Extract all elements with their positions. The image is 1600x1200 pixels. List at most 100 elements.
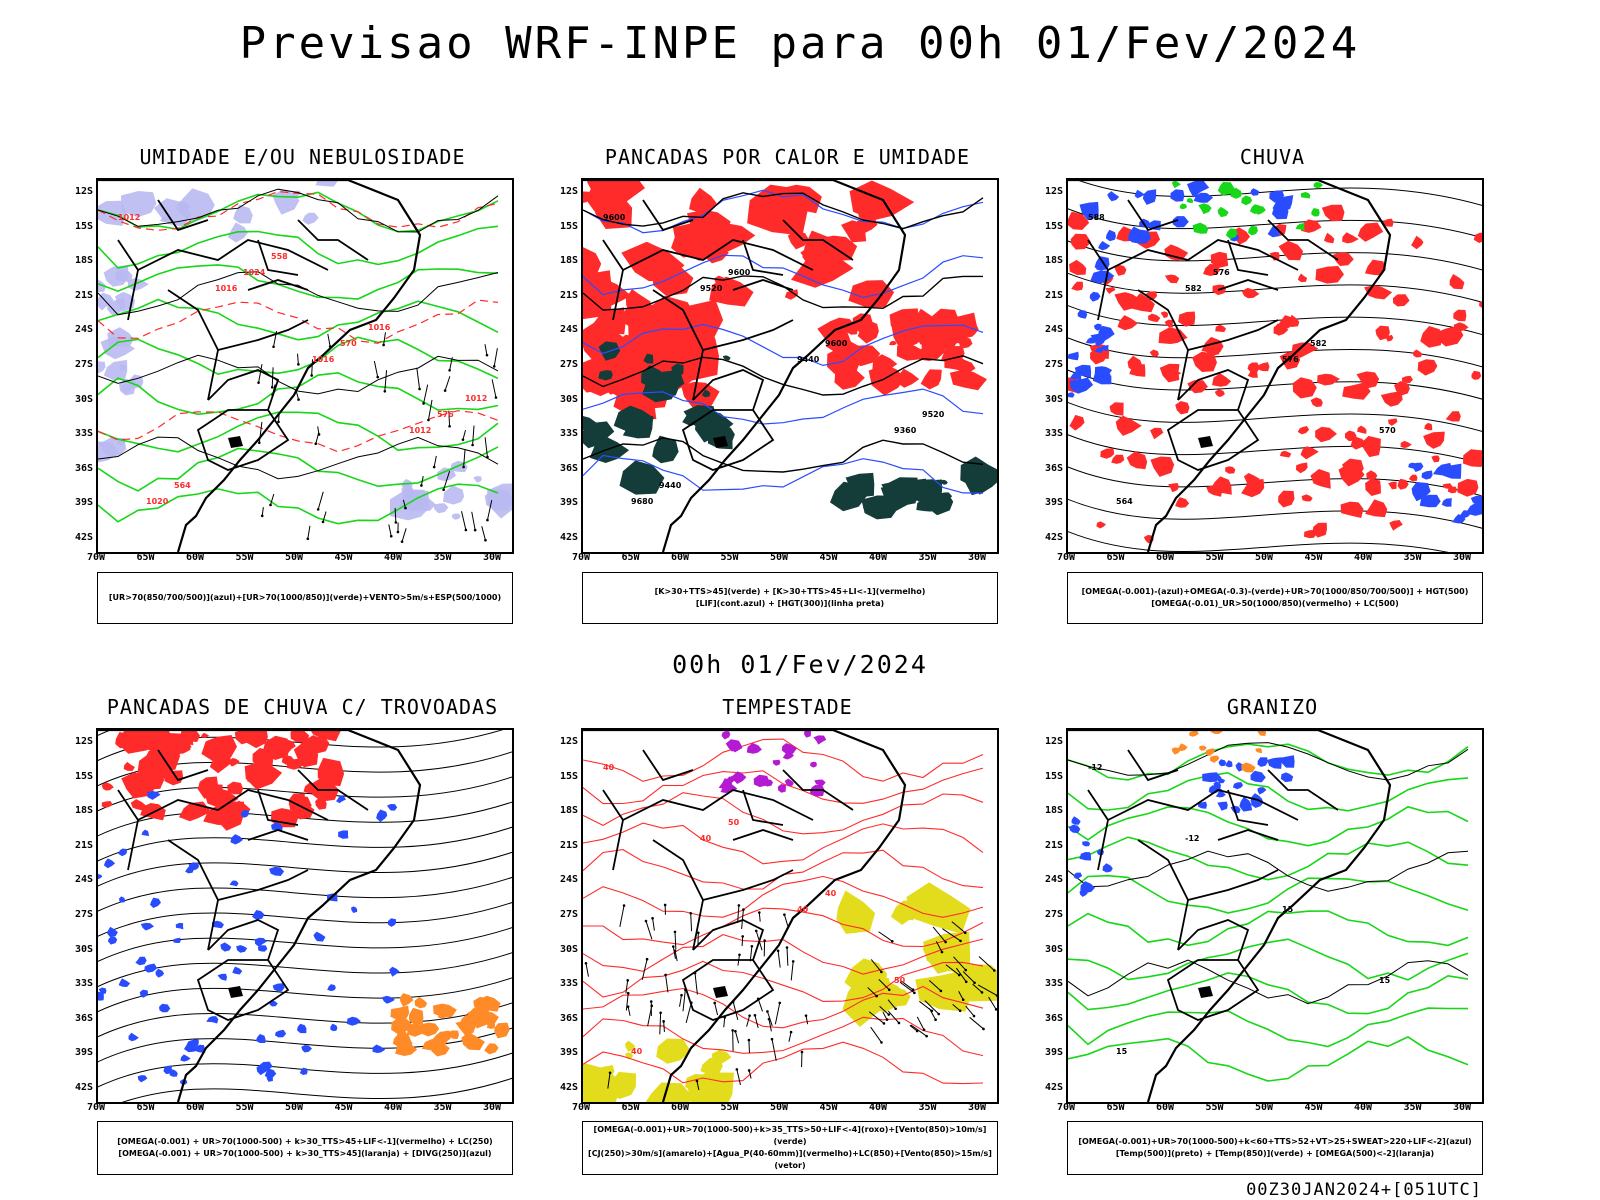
lon-label: 40W <box>1353 552 1373 563</box>
lat-label: 24S <box>559 874 578 886</box>
map-tempestade: 40 40 40 50 40 50 40 <box>581 728 999 1104</box>
svg-text:-12: -12 <box>1185 834 1199 843</box>
lat-label: 15S <box>74 220 93 232</box>
lon-label: 70W <box>571 552 591 563</box>
svg-text:558: 558 <box>271 252 288 261</box>
lon-label: 45W <box>334 552 353 563</box>
lat-label: 30S <box>1044 943 1063 955</box>
thunderstorm-orange-area <box>390 993 510 1057</box>
lat-label: 12S <box>559 186 578 197</box>
lat-label: 24S <box>74 874 93 886</box>
legend-line-2: [OMEGA(-0.001) + UR>70(1000-500) + k>30_… <box>118 1149 492 1158</box>
lat-label: 33S <box>74 978 93 990</box>
lat-label: 27S <box>559 909 578 920</box>
svg-text:9600: 9600 <box>603 213 626 222</box>
lat-label: 12S <box>559 736 578 747</box>
svg-text:40: 40 <box>700 834 712 843</box>
lon-label: 65W <box>621 552 640 563</box>
lon-label: 70W <box>1056 552 1076 563</box>
svg-text:564: 564 <box>1116 497 1133 506</box>
legend-chuva: [OMEGA(-0.001)-(azul)+OMEGA(-0.3)-(verde… <box>1067 572 1483 624</box>
legend-umidade: [UR>70(850/700/500)](azul)+[UR>70(1000/8… <box>97 572 513 624</box>
lat-label: 33S <box>559 978 578 990</box>
lon-label: 60W <box>185 552 205 563</box>
lat-label: 33S <box>74 428 93 440</box>
svg-text:582: 582 <box>1310 339 1327 348</box>
lon-label: 60W <box>670 552 690 563</box>
lon-label: 55W <box>1205 552 1224 563</box>
svg-text:1012: 1012 <box>409 426 431 435</box>
lon-label: 50W <box>284 552 304 563</box>
lat-label: 42S <box>559 1082 578 1093</box>
legend-line-2: [CJ(250)>30m/s](amarelo)+[Agua_P(40-60mm… <box>588 1149 992 1170</box>
lon-label: 30W <box>1452 552 1472 563</box>
lon-label: 55W <box>235 552 254 563</box>
coastline-and-borders <box>98 730 422 1102</box>
legend-line-1: [K>30+TTS>45](verde) + [K>30+TTS>45+LI<-… <box>654 587 926 596</box>
lat-label: 21S <box>74 839 93 851</box>
lat-label: 18S <box>74 255 93 267</box>
svg-text:-12: -12 <box>1088 763 1102 772</box>
omega500-orange-area <box>1171 730 1267 773</box>
lon-label: 45W <box>334 1102 353 1113</box>
svg-text:582: 582 <box>1185 284 1202 293</box>
lon-label: 45W <box>1304 1102 1323 1113</box>
svg-text:570: 570 <box>340 339 357 348</box>
severe-storm-purple-area <box>718 730 827 797</box>
lon-label: 30W <box>967 552 987 563</box>
lat-label: 21S <box>1044 839 1063 851</box>
lon-label: 40W <box>868 1102 888 1113</box>
lon-label: 30W <box>482 552 502 563</box>
svg-text:50: 50 <box>894 976 906 985</box>
lat-label: 36S <box>559 462 578 474</box>
lon-label: 35W <box>433 1102 452 1113</box>
run-info-footer: 00Z30JAN2024+[051UTC] <box>1246 1180 1482 1200</box>
panel-title-granizo: GRANIZO <box>1226 695 1319 719</box>
lon-label: 50W <box>1254 552 1274 563</box>
wind850-vectors-east <box>867 921 997 1044</box>
lat-label: 18S <box>1044 805 1063 817</box>
lon-label: 35W <box>918 552 937 563</box>
lat-label: 36S <box>1044 1012 1063 1024</box>
divergence-blue-area <box>98 791 400 1085</box>
svg-text:1020: 1020 <box>146 497 169 506</box>
lat-label: 39S <box>559 1047 578 1059</box>
lat-label: 30S <box>559 943 578 955</box>
lon-label: 55W <box>720 1102 739 1113</box>
svg-text:9440: 9440 <box>797 355 820 364</box>
legend-line-1: [OMEGA(-0.001)-(azul)+OMEGA(-0.3)-(verde… <box>1081 587 1469 596</box>
svg-text:1012: 1012 <box>465 394 487 403</box>
lon-label: 60W <box>1155 552 1175 563</box>
instability-li-area <box>583 180 987 420</box>
svg-text:588: 588 <box>1088 213 1105 222</box>
contour-labels-granizo: -12 -12 15 15 15 <box>1088 763 1391 1056</box>
lon-label: 35W <box>433 552 452 563</box>
lat-label: 12S <box>74 736 93 747</box>
panel-title-tempestade: TEMPESTADE <box>722 695 853 719</box>
lat-label: 18S <box>1044 255 1063 267</box>
svg-text:9520: 9520 <box>700 284 723 293</box>
lat-label: 15S <box>1044 770 1063 782</box>
lat-label: 21S <box>559 289 578 301</box>
contour-labels-umidade: 1012 1016 1016 1012 1020 1024 570 576 564 558 1016… <box>118 213 487 506</box>
lat-label: 24S <box>1044 324 1063 336</box>
lat-label: 15S <box>74 770 93 782</box>
svg-text:1016: 1016 <box>368 323 391 332</box>
wind-vectors <box>257 330 498 543</box>
temp500-contours <box>1068 742 1469 1005</box>
lat-label: 39S <box>1044 1047 1063 1059</box>
lat-label: 30S <box>559 393 578 405</box>
svg-text:9680: 9680 <box>631 497 654 506</box>
lat-label: 15S <box>559 770 578 782</box>
omega-green-area <box>1171 180 1323 239</box>
lon-label: 40W <box>383 1102 403 1113</box>
map-chuva: 588 582 576 570 564 576 582 <box>1066 178 1484 554</box>
svg-text:9600: 9600 <box>728 268 751 277</box>
svg-text:564: 564 <box>174 481 191 490</box>
lat-label: 39S <box>1044 497 1063 509</box>
forecast-time-label: 00h 01/Fev/2024 <box>672 650 928 679</box>
map-granizo: -12 -12 15 15 15 <box>1066 728 1484 1104</box>
lat-label: 27S <box>74 359 93 370</box>
lat-label: 33S <box>1044 428 1063 440</box>
lon-label: 60W <box>185 1102 205 1113</box>
